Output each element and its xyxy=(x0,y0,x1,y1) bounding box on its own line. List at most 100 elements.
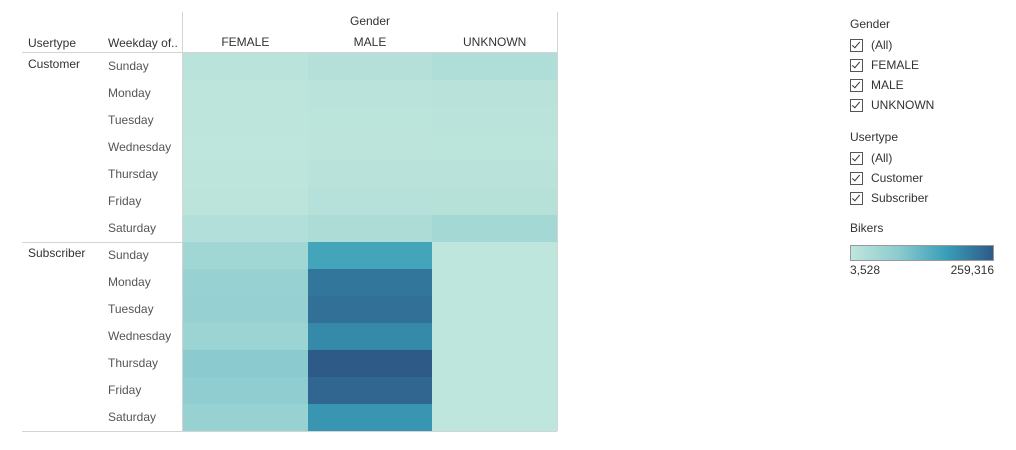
heatmap-cell xyxy=(307,161,433,188)
heatmap-cell xyxy=(183,161,309,188)
heatmap-cell xyxy=(183,188,309,215)
filter-item-label: Subscriber xyxy=(871,191,929,205)
usertype-filter-list: (All) Customer Subscriber xyxy=(850,148,928,208)
checkbox-checked-icon[interactable] xyxy=(850,58,863,72)
heatmap-cell xyxy=(307,188,433,215)
row-label: Tuesday xyxy=(108,302,154,316)
row-label: Wednesday xyxy=(108,140,172,154)
checkbox-checked-icon[interactable] xyxy=(850,171,863,185)
usertype-filter-title: Usertype xyxy=(850,130,899,144)
usertype-filter-all[interactable]: (All) xyxy=(850,148,928,168)
usertype-filter: Usertype (All) Customer Subscriber xyxy=(850,130,928,208)
heatmap-cell xyxy=(183,215,309,242)
heatmap-cell xyxy=(307,107,433,134)
column-header-label: UNKNOWN xyxy=(462,35,527,49)
heatmap-cell xyxy=(432,134,558,161)
color-legend-min: 3,528 xyxy=(850,263,881,277)
heatmap-cell xyxy=(183,350,309,377)
heatmap-cell xyxy=(183,80,309,107)
heatmap-cell xyxy=(307,404,433,431)
heatmap-cell xyxy=(307,53,433,80)
grid-left-rule xyxy=(182,53,183,431)
heatmap-cell xyxy=(183,377,309,404)
usertype-filter-customer[interactable]: Customer xyxy=(850,168,928,188)
checkbox-checked-icon[interactable] xyxy=(850,191,863,205)
row-label: Friday xyxy=(108,383,142,397)
heatmap-cell xyxy=(183,242,309,269)
gender-filter: Gender (All) FEMALE MALE UNKNOWN xyxy=(850,17,934,115)
bikers-color-legend: Bikers 3,528 259,316 xyxy=(850,221,994,277)
filter-item-label: Customer xyxy=(871,171,924,185)
gender-filter-list: (All) FEMALE MALE UNKNOWN xyxy=(850,35,934,115)
heatmap-cell xyxy=(432,296,558,323)
heatmap-chart: Gender FEMALE MALE UNKNOWN Usertype Weekday o… xyxy=(22,12,558,432)
row-label: Sunday xyxy=(108,248,149,262)
heatmap-cell xyxy=(183,296,309,323)
heatmap-cell xyxy=(432,377,558,404)
heatmap-cell xyxy=(307,350,433,377)
heatmap-cell xyxy=(432,80,558,107)
header-bottom-rule xyxy=(22,52,557,53)
heatmap-cell xyxy=(307,80,433,107)
heatmap-cell xyxy=(307,242,433,269)
checkbox-checked-icon[interactable] xyxy=(850,98,863,112)
bottom-rule xyxy=(22,431,557,432)
gender-filter-all[interactable]: (All) xyxy=(850,35,934,55)
group-label: Customer xyxy=(28,57,81,71)
gender-filter-male[interactable]: MALE xyxy=(850,75,934,95)
column-header-title: Gender xyxy=(349,14,391,28)
heatmap-cell xyxy=(307,134,433,161)
color-legend-max: 259,316 xyxy=(950,263,994,277)
heatmap-cell xyxy=(432,161,558,188)
heatmap-cell xyxy=(183,323,309,350)
heatmap-cell xyxy=(307,377,433,404)
filter-item-label: UNKNOWN xyxy=(871,98,935,112)
usertype-filter-subscriber[interactable]: Subscriber xyxy=(850,188,928,208)
checkbox-checked-icon[interactable] xyxy=(850,38,863,52)
heatmap-cell xyxy=(307,296,433,323)
row-label: Wednesday xyxy=(108,329,172,343)
heatmap-cell xyxy=(183,107,309,134)
row-label: Tuesday xyxy=(108,113,154,127)
row-header-usertype: Usertype xyxy=(28,36,77,50)
heatmap-cell xyxy=(432,350,558,377)
column-header-label: MALE xyxy=(353,35,387,49)
row-label: Thursday xyxy=(108,356,159,370)
row-label: Monday xyxy=(108,86,151,100)
heatmap-cell xyxy=(183,404,309,431)
heatmap-cell xyxy=(432,107,558,134)
heatmap-cell xyxy=(432,269,558,296)
row-label: Sunday xyxy=(108,59,149,73)
heatmap-cell xyxy=(183,53,309,80)
heatmap-cell xyxy=(307,323,433,350)
heatmap-cell xyxy=(432,215,558,242)
gender-filter-title: Gender xyxy=(850,17,891,31)
checkbox-checked-icon[interactable] xyxy=(850,151,863,165)
header-left-rule xyxy=(182,12,183,53)
row-header-weekday: Weekday of.. xyxy=(108,36,178,50)
heatmap-cell xyxy=(432,404,558,431)
filter-item-label: (All) xyxy=(871,38,893,52)
heatmap-cell xyxy=(432,242,558,269)
filter-item-label: FEMALE xyxy=(871,58,920,72)
heatmap-cell xyxy=(183,269,309,296)
heatmap-cell xyxy=(432,188,558,215)
filter-item-label: MALE xyxy=(871,78,904,92)
row-label: Saturday xyxy=(108,410,157,424)
color-legend-title: Bikers xyxy=(850,221,884,235)
column-header-label: FEMALE xyxy=(221,35,270,49)
filter-item-label: (All) xyxy=(871,151,893,165)
heatmap-cell xyxy=(307,215,433,242)
heatmap-cell xyxy=(432,323,558,350)
group-label: Subscriber xyxy=(28,246,86,260)
color-ramp xyxy=(850,245,994,261)
heatmap-cell xyxy=(307,269,433,296)
row-label: Monday xyxy=(108,275,151,289)
checkbox-checked-icon[interactable] xyxy=(850,78,863,92)
gender-filter-unknown[interactable]: UNKNOWN xyxy=(850,95,934,115)
gender-filter-female[interactable]: FEMALE xyxy=(850,55,934,75)
row-label: Friday xyxy=(108,194,142,208)
heatmap-cell xyxy=(183,134,309,161)
heatmap-cell xyxy=(432,53,558,80)
header-right-rule xyxy=(557,12,558,53)
